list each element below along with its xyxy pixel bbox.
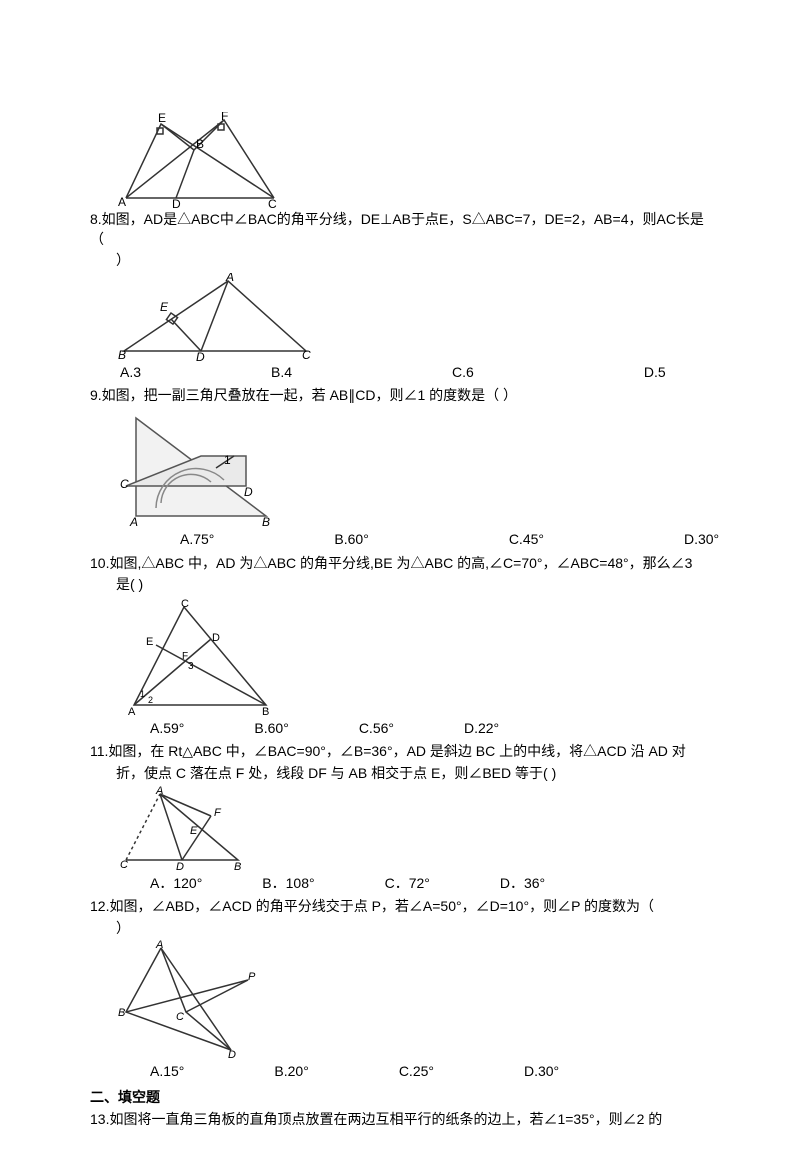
q12-opt-d[interactable]: D.30° [524, 1062, 559, 1082]
q9-text: 9.如图，把一副三角尺叠放在一起，若 AB∥CD，则∠1 的度数是（ ） [90, 387, 517, 403]
q13-text: 13.如图将一直角三角板的直角顶点放置在两边互相平行的纸条的边上，若∠1=35°… [90, 1111, 662, 1127]
q8-opt-a[interactable]: A.3 [120, 363, 141, 383]
question-10: 10.如图,△ABC 中，AD 为△ABC 的角平分线,BE 为△ABC 的高,… [90, 554, 710, 574]
q12-text2: ） [116, 919, 710, 939]
svg-text:B: B [262, 706, 269, 717]
q12-opt-a[interactable]: A.15° [150, 1062, 184, 1082]
q11-opt-c[interactable]: C．72° [385, 874, 430, 894]
question-11: 11.如图，在 Rt△ABC 中，∠BAC=90°，∠B=36°，AD 是斜边 … [90, 742, 710, 762]
svg-text:A: A [118, 195, 126, 208]
svg-text:B: B [118, 1007, 125, 1019]
q10-text2: 是( ) [116, 575, 710, 595]
svg-text:1: 1 [224, 453, 231, 467]
svg-text:E: E [158, 112, 166, 125]
q12-opt-b[interactable]: B.20° [274, 1062, 308, 1082]
q12-options: A.15° B.20° C.25° D.30° [120, 1062, 710, 1082]
q11-options: A．120° B．108° C．72° D．36° [120, 874, 710, 894]
q9-opt-b[interactable]: B.60° [334, 530, 368, 550]
q10-figure: C E D F 3 1 2 A B [116, 597, 710, 717]
question-8: 8.如图，AD是△ABC中∠BAC的角平分线，DE⊥AB于点E，S△ABC=7，… [90, 210, 710, 249]
svg-text:C: C [302, 348, 311, 361]
svg-text:1: 1 [140, 689, 145, 699]
question-9: 9.如图，把一副三角尺叠放在一起，若 AB∥CD，则∠1 的度数是（ ） [90, 386, 710, 406]
q9-figure: C D A B 1 [116, 408, 710, 528]
svg-text:B: B [118, 348, 126, 361]
svg-text:A: A [155, 940, 163, 951]
q10-opt-b[interactable]: B.60° [254, 719, 288, 739]
q8-opt-c[interactable]: C.6 [452, 363, 474, 383]
svg-text:A: A [128, 706, 136, 717]
svg-text:F: F [214, 807, 222, 819]
svg-text:A: A [225, 273, 234, 284]
svg-text:B: B [234, 861, 241, 872]
svg-text:C: C [181, 598, 189, 610]
q11-figure: A F E C D B [116, 786, 710, 872]
q10-opt-c[interactable]: C.56° [359, 719, 394, 739]
svg-text:D: D [244, 485, 253, 499]
q8-options: A.3 B.4 C.6 D.5 [120, 363, 710, 383]
q11-opt-a[interactable]: A．120° [150, 874, 202, 894]
q12-figure: A P B C D [116, 940, 710, 1060]
svg-text:B: B [196, 137, 204, 151]
svg-text:P: P [248, 971, 256, 983]
svg-text:E: E [146, 636, 153, 648]
svg-text:D: D [212, 632, 220, 644]
q11-text1: 11.如图，在 Rt△ABC 中，∠BAC=90°，∠B=36°，AD 是斜边 … [90, 743, 686, 759]
q10-opt-d[interactable]: D.22° [464, 719, 499, 739]
svg-text:C: C [120, 477, 129, 491]
svg-text:D: D [172, 197, 181, 208]
q8-opt-b[interactable]: B.4 [271, 363, 292, 383]
svg-text:C: C [176, 1011, 184, 1023]
svg-text:D: D [228, 1049, 236, 1060]
q11-opt-b[interactable]: B．108° [262, 874, 314, 894]
svg-text:A: A [129, 515, 138, 528]
section-2-heading: 二、填空题 [90, 1088, 710, 1108]
question-13: 13.如图将一直角三角板的直角顶点放置在两边互相平行的纸条的边上，若∠1=35°… [90, 1110, 710, 1130]
q12-text1: 12.如图，∠ABD，∠ACD 的角平分线交于点 P，若∠A=50°，∠D=10… [90, 898, 654, 914]
q8-opt-d[interactable]: D.5 [644, 363, 666, 383]
q8-text2: ） [116, 251, 710, 271]
q10-text: 10.如图,△ABC 中，AD 为△ABC 的角平分线,BE 为△ABC 的高,… [90, 555, 692, 571]
q7-figure: E F B A D C [116, 112, 710, 208]
svg-text:A: A [155, 786, 163, 797]
svg-text:D: D [176, 861, 184, 872]
q9-options: A.75° B.60° C.45° D.30° [120, 530, 710, 550]
svg-text:B: B [262, 515, 270, 528]
q12-opt-c[interactable]: C.25° [399, 1062, 434, 1082]
q10-opt-a[interactable]: A.59° [150, 719, 184, 739]
q9-opt-c[interactable]: C.45° [509, 530, 544, 550]
svg-text:C: C [268, 197, 277, 208]
q8-text: 8.如图，AD是△ABC中∠BAC的角平分线，DE⊥AB于点E，S△ABC=7，… [90, 211, 704, 247]
svg-text:E: E [190, 825, 198, 837]
question-12: 12.如图，∠ABD，∠ACD 的角平分线交于点 P，若∠A=50°，∠D=10… [90, 897, 710, 917]
q11-opt-d[interactable]: D．36° [500, 874, 545, 894]
svg-text:3: 3 [188, 661, 194, 672]
svg-text:C: C [120, 859, 128, 871]
svg-text:F: F [221, 112, 228, 123]
q8-figure: A E B D C [116, 273, 710, 361]
svg-text:D: D [196, 350, 205, 361]
q11-text2: 折，使点 C 落在点 F 处，线段 DF 与 AB 相交于点 E，则∠BED 等… [116, 764, 710, 784]
q9-opt-a[interactable]: A.75° [180, 530, 214, 550]
q10-options: A.59° B.60° C.56° D.22° [120, 719, 710, 739]
q9-opt-d[interactable]: D.30° [684, 530, 719, 550]
svg-text:2: 2 [148, 695, 153, 705]
svg-text:E: E [160, 300, 169, 314]
